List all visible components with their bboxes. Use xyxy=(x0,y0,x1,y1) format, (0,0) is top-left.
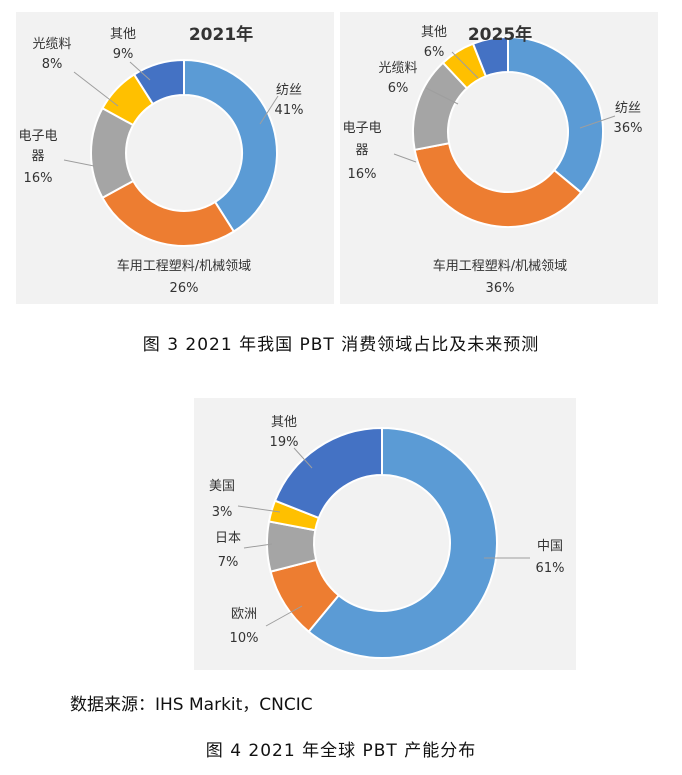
leader-line xyxy=(63,159,95,167)
slice-1 xyxy=(413,142,583,228)
slice-name-label: 车用工程塑料/机械领域 xyxy=(117,258,251,274)
slice-name-label: 美国 xyxy=(209,479,235,494)
slice-value-label: 8% xyxy=(42,57,63,72)
leader-line xyxy=(129,61,151,81)
leader-line xyxy=(579,115,616,129)
slice-value-label: 36% xyxy=(486,281,515,296)
slice-name-label: 车用工程塑料/机械领域 xyxy=(433,258,567,274)
leader-line xyxy=(259,95,279,125)
slice-value-label: 16% xyxy=(348,167,377,182)
slice-4 xyxy=(132,58,185,106)
chart-2021-consumption: 纺丝 41% 车用工程塑料/机械领域 26% 电子电器 16% 光缆料 8% 其他 9% 2021年 xyxy=(16,12,334,304)
slice-4 xyxy=(471,35,509,78)
slice-name-label: 日本 xyxy=(215,531,241,546)
figure-4-caption: 图 4 2021 年全球 PBT 产能分布 xyxy=(205,741,477,761)
slice-name-label: 其他 xyxy=(271,415,297,430)
slice-0 xyxy=(183,58,278,233)
donut-chart-global: 中国 61% 欧洲 10% 日本 7% 美国 3% 其他 19% xyxy=(209,415,565,659)
slice-0 xyxy=(507,35,604,194)
chart-global-capacity: 中国 61% 欧洲 10% 日本 7% 美国 3% 其他 19% xyxy=(194,398,576,670)
slice-name-label: 中国 xyxy=(537,539,563,554)
data-source-note: 数据来源：IHS Markit，CNCIC xyxy=(70,695,313,715)
chart-2025-consumption: 纺丝 36% 车用工程塑料/机械领域 36% 电子电器 16% 光缆料 6% 其他 6% 2025年 xyxy=(340,12,658,304)
leader-line xyxy=(73,71,119,107)
chart-title: 2021年 xyxy=(189,24,253,45)
leader-line xyxy=(237,505,281,513)
leader-line xyxy=(425,87,459,105)
slice-name-label: 器 xyxy=(355,143,368,158)
slice-name-label: 其他 xyxy=(421,25,447,40)
slice-value-label: 36% xyxy=(614,121,643,136)
slice-4 xyxy=(273,426,383,520)
slice-value-label: 10% xyxy=(230,631,259,646)
leader-line xyxy=(265,605,303,627)
slice-value-label: 9% xyxy=(113,47,134,62)
slice-name-label: 电子电 xyxy=(342,121,381,136)
slice-name-label: 纺丝 xyxy=(615,101,641,116)
slice-value-label: 7% xyxy=(218,555,239,570)
figure-3-caption: 图 3 2021 年我国 PBT 消费领域占比及未来预测 xyxy=(142,335,540,355)
slice-name-label: 欧洲 xyxy=(231,607,257,622)
slice-value-label: 3% xyxy=(212,505,233,520)
slice-value-label: 41% xyxy=(275,103,304,118)
slice-value-label: 16% xyxy=(24,171,53,186)
slice-value-label: 6% xyxy=(388,81,409,96)
slice-name-label: 器 xyxy=(31,149,44,164)
slice-name-label: 纺丝 xyxy=(276,83,302,98)
slice-value-label: 26% xyxy=(170,281,199,296)
leader-line xyxy=(293,447,313,469)
chart-title: 2025年 xyxy=(468,24,532,45)
slice-value-label: 6% xyxy=(424,45,445,60)
slice-name-label: 光缆料 xyxy=(378,60,417,76)
slice-name-label: 光缆料 xyxy=(32,36,71,52)
slice-value-label: 61% xyxy=(536,561,565,576)
slice-1 xyxy=(101,179,236,247)
slice-value-label: 19% xyxy=(270,435,299,450)
slice-name-label: 其他 xyxy=(110,27,136,42)
leader-line xyxy=(243,543,273,549)
slice-0 xyxy=(307,426,498,659)
leader-line xyxy=(393,153,417,163)
leader-line xyxy=(451,51,479,79)
slice-name-label: 电子电 xyxy=(18,129,57,144)
